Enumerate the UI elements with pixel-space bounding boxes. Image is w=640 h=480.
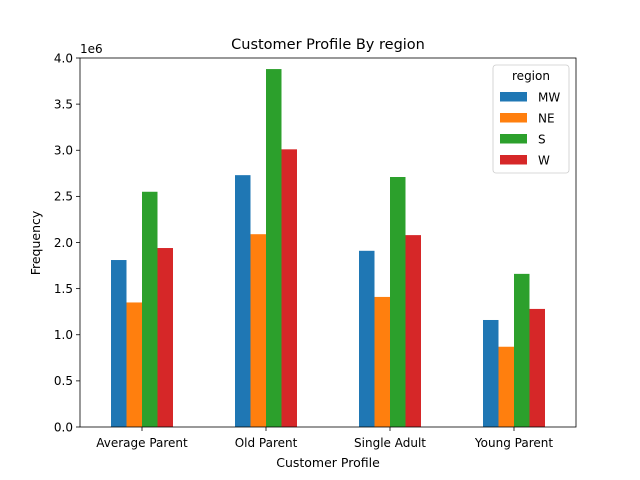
y-tick-label: 2.0 (54, 236, 73, 250)
legend-label-s: S (538, 133, 546, 147)
x-tick-label: Single Adult (354, 436, 426, 450)
bar-w-average-parent (157, 248, 173, 427)
y-tick-label: 3.5 (54, 97, 73, 111)
bar-w-young-parent (529, 308, 545, 427)
y-axis-multiplier: 1e6 (80, 42, 103, 56)
legend: region MW NE SW (492, 64, 570, 174)
bar-w-old-parent (281, 149, 297, 427)
chart-title: Customer Profile By region (231, 37, 425, 53)
legend-title: region (512, 69, 550, 83)
axes-layer: 0.0 0.5 1.0 1.5 2.0 2.5 3.0 3.5 4.0 Average Paren… (54, 51, 577, 450)
bar-s-average-parent (142, 191, 158, 427)
y-tick-label: 0.0 (54, 420, 73, 434)
bars-layer (111, 69, 545, 427)
legend-swatch-s (500, 134, 527, 144)
legend-swatch-ne (500, 113, 527, 123)
x-tick-label: Average Parent (96, 436, 188, 450)
x-tick-label: Young Parent (474, 436, 553, 450)
y-tick-label: 1.0 (54, 328, 73, 342)
plot-frame (79, 57, 577, 428)
bar-s-old-parent (266, 69, 282, 427)
y-tick-label: 1.5 (54, 282, 73, 296)
bar-ne-old-parent (250, 234, 266, 427)
y-tick-label: 4.0 (54, 51, 73, 65)
legend-label-mw: MW (538, 91, 560, 105)
y-tick-label: 3.0 (54, 144, 73, 158)
bar-s-single-adult (390, 177, 406, 427)
y-tick-label: 0.5 (54, 374, 73, 388)
bar-mw-average-parent (111, 260, 127, 427)
x-tick-label: Old Parent (235, 436, 298, 450)
y-tick-label: 2.5 (54, 190, 73, 204)
bar-w-single-adult (405, 235, 421, 427)
legend-label-ne: NE (538, 112, 555, 126)
bar-s-young-parent (514, 273, 530, 427)
bar-mw-young-parent (483, 319, 499, 427)
bar-mw-single-adult (359, 250, 375, 427)
bar-mw-old-parent (235, 175, 251, 427)
bar-ne-single-adult (374, 296, 390, 427)
legend-swatch-mw (500, 92, 527, 102)
bar-ne-young-parent (498, 346, 514, 427)
legend-label-w: W (538, 154, 550, 168)
x-axis-label: Customer Profile (276, 455, 380, 470)
y-axis-label: Frequency (28, 210, 43, 275)
bar-ne-average-parent (126, 302, 142, 427)
legend-swatch-w (500, 155, 527, 165)
